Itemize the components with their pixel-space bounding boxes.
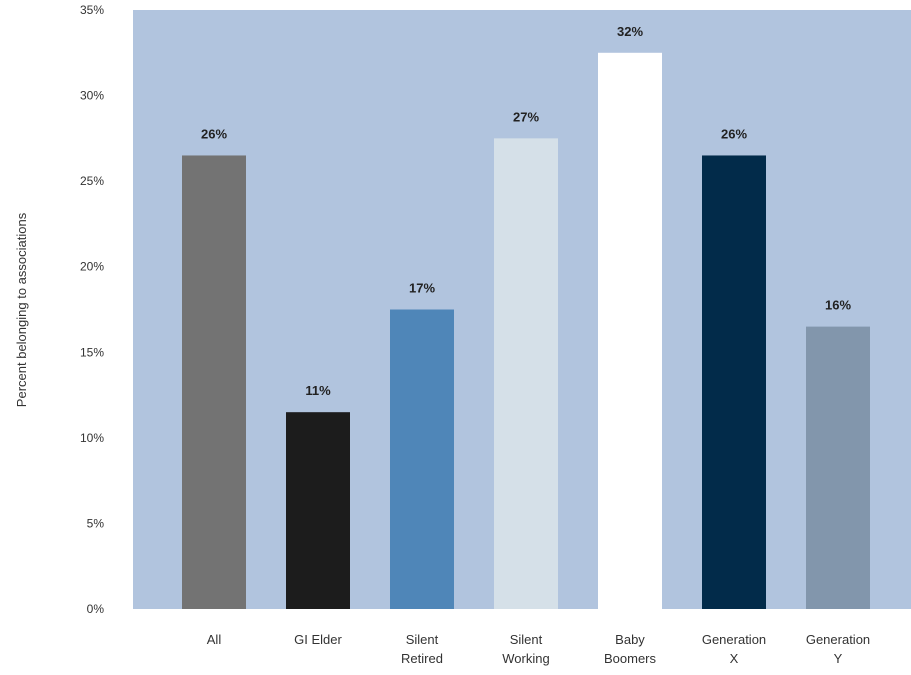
bars (182, 52, 870, 610)
data-label: 11% (305, 383, 331, 398)
x-tick-label: Baby Boomers (604, 632, 657, 666)
y-tick-label: 35% (80, 3, 104, 17)
bar (182, 155, 246, 609)
bar (806, 326, 870, 609)
data-label: 27% (513, 109, 539, 124)
x-tick-label: Generation X (702, 632, 766, 666)
x-tick-label: All (207, 632, 222, 647)
bar (598, 52, 662, 610)
x-tick-label: Silent Retired (401, 632, 443, 666)
bar (390, 309, 454, 609)
y-tick-label: 5% (87, 516, 105, 530)
y-tick-label: 15% (80, 345, 104, 359)
data-label: 26% (721, 126, 747, 141)
y-axis-ticks: 0% 5% 10% 15% 20% 25% 30% 35% (80, 3, 104, 616)
y-tick-label: 30% (80, 89, 104, 103)
x-axis-ticks: All GI Elder Silent Retired Silent Working Bab… (207, 632, 870, 666)
y-tick-label: 10% (80, 431, 104, 445)
bar (286, 412, 350, 609)
y-tick-label: 20% (80, 260, 104, 274)
x-tick-label: Silent Working (502, 632, 549, 666)
data-labels: 26% 11% 17% 27% 32% 26% 16% (201, 24, 851, 398)
bar (494, 138, 558, 609)
x-tick-label: GI Elder (294, 632, 342, 647)
data-label: 26% (201, 126, 227, 141)
y-tick-label: 25% (80, 174, 104, 188)
x-tick-label: Generation Y (806, 632, 870, 666)
data-label: 32% (617, 24, 643, 39)
data-label: 17% (409, 281, 435, 296)
data-label: 16% (825, 298, 851, 313)
y-tick-label: 0% (87, 602, 105, 616)
y-axis-label: Percent belonging to associations (14, 212, 29, 407)
bar (702, 155, 766, 609)
